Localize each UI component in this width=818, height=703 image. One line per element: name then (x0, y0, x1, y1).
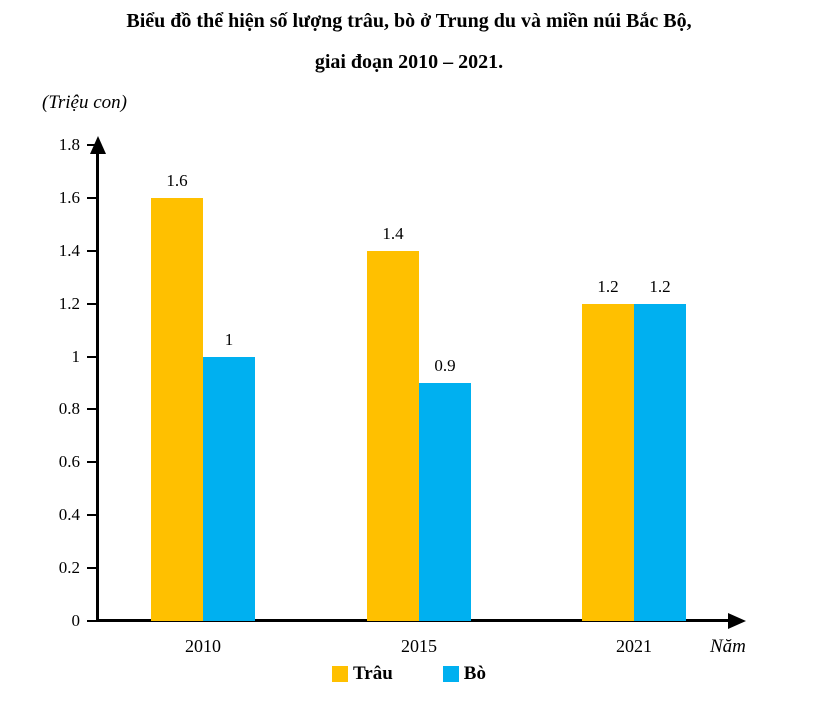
y-axis-line (96, 150, 99, 622)
chart-title-line2: giai đoạn 2010 – 2021. (314, 51, 504, 73)
y-axis-tick (87, 514, 97, 517)
bar-bo-2015 (419, 383, 471, 621)
legend-item-bo: Bò (442, 662, 486, 686)
y-axis-tick-label: 1.8 (58, 135, 80, 154)
y-axis-tick (87, 408, 97, 411)
chart-title: Biểu đồ thể hiện số lượng trâu, bò ở Tru… (0, 8, 818, 75)
y-axis-tick-label: 0.6 (58, 452, 80, 472)
y-axis-unit-label: (Triệu con) (42, 92, 127, 113)
x-axis-category-label-2010: 2010 (185, 636, 221, 656)
legend-swatch-bo-icon (442, 666, 459, 682)
bar-value-label-trau-2010: 1.6 (166, 170, 188, 190)
y-axis-tick (87, 620, 97, 622)
y-axis-tick-label: 0.4 (58, 505, 80, 525)
y-axis-tick (87, 302, 97, 305)
legend-label-bo: Bò (463, 663, 486, 684)
bar-value-label-trau-2015: 1.4 (382, 223, 404, 243)
x-axis-category-label-2015: 2015 (401, 636, 437, 656)
y-axis-tick-label: 0.8 (58, 399, 80, 419)
y-axis-tick (87, 461, 97, 464)
bar-bo-2010 (203, 356, 255, 621)
y-axis-tick-label: 0.2 (58, 558, 80, 578)
bar-value-label-bo-2015: 0.9 (434, 356, 456, 375)
bar-trau-2010 (151, 197, 203, 621)
y-axis-tick (87, 355, 97, 358)
legend: Trâu Bò (0, 662, 818, 686)
y-axis-arrow-icon (90, 136, 106, 154)
y-axis-tick-label: 1.2 (58, 293, 80, 313)
bar-bo-2021 (634, 303, 686, 621)
y-axis-tick-label: 1.6 (58, 187, 80, 207)
y-axis-tick (87, 249, 97, 252)
bar-value-label-bo-2021: 1.2 (649, 276, 671, 296)
y-axis-tick (87, 144, 97, 146)
bar-value-label-bo-2010: 1 (224, 329, 234, 349)
y-axis-tick-label: 1 (71, 346, 81, 366)
y-axis-tick (87, 196, 97, 199)
x-axis-label: Năm (710, 636, 746, 657)
legend-label-trau: Trâu (353, 663, 393, 684)
y-axis-tick-label: 0 (71, 611, 81, 630)
x-axis-category-label-2021: 2021 (616, 636, 652, 656)
legend-swatch-trau-icon (332, 666, 349, 682)
legend-item-trau: Trâu (332, 662, 393, 686)
y-axis-tick (87, 567, 97, 570)
bar-trau-2021 (582, 303, 634, 621)
y-axis-tick-label: 1.4 (58, 240, 80, 260)
bar-value-label-trau-2021: 1.2 (597, 276, 619, 296)
bar-trau-2015 (367, 250, 419, 621)
x-axis-arrow-icon (728, 613, 746, 629)
chart-title-line1: Biểu đồ thể hiện số lượng trâu, bò ở Tru… (126, 10, 692, 32)
